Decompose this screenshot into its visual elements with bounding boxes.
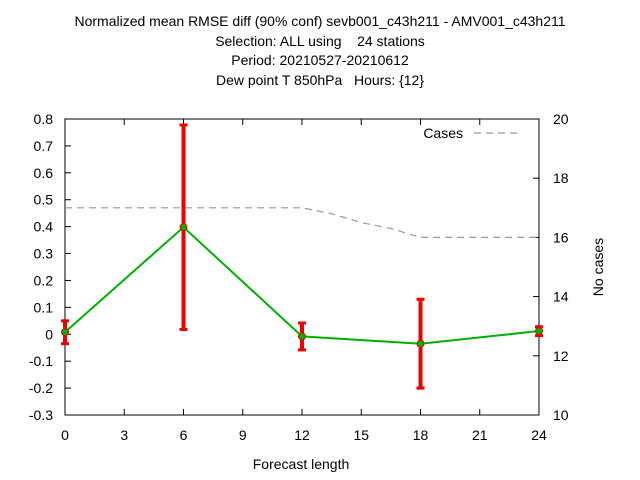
y-tick-label: 0.3 <box>34 246 54 262</box>
y-tick-label: 0 <box>45 326 53 342</box>
mean-diff-point <box>179 223 188 232</box>
y2-axis-label: No cases <box>590 238 606 296</box>
x-axis-label: Forecast length <box>253 456 350 472</box>
x-tick-label: 9 <box>239 427 247 443</box>
y2-tick-label: 10 <box>553 407 569 423</box>
series-layer <box>61 123 543 390</box>
x-tick-label: 0 <box>61 427 69 443</box>
y-tick-label: 0.4 <box>34 219 54 235</box>
y2-tick-label: 14 <box>553 289 569 305</box>
y-axis-left: -0.3 -0.2 -0.1 0 0.1 0.2 0.3 0.4 0.5 0.6 0.7 0.8 <box>29 111 71 423</box>
mean-diff-point <box>298 332 306 341</box>
title-line-2: Selection: ALL using 24 stations <box>215 32 425 49</box>
x-tick-label: 12 <box>294 427 310 443</box>
title-line-4: Dew point T 850hPa Hours: {12} <box>215 71 425 88</box>
title-line-3: Period: 20210527-20210612 <box>231 52 409 68</box>
x-tick-label: 24 <box>531 427 547 443</box>
x-tick-label: 15 <box>353 427 369 443</box>
y-tick-label: -0.2 <box>29 380 53 396</box>
mean-diff-point <box>535 327 543 336</box>
x-axis: 0 3 6 9 12 15 18 21 24 <box>61 119 547 443</box>
chart-title: Normalized mean RMSE diff (90% conf) sev… <box>0 12 640 90</box>
legend: Cases <box>423 125 522 141</box>
y2-tick-label: 12 <box>553 348 569 364</box>
x-tick-label: 21 <box>472 427 488 443</box>
x-tick-label: 3 <box>120 427 128 443</box>
y2-tick-label: 16 <box>553 229 569 245</box>
y2-tick-label: 18 <box>553 170 569 186</box>
legend-label-cases: Cases <box>423 125 463 141</box>
x-tick-label: 18 <box>413 427 429 443</box>
x-tick-label: 6 <box>180 427 188 443</box>
y-tick-label: 0.8 <box>34 111 54 127</box>
y-axis-right: 10 12 14 16 18 20 <box>533 111 569 423</box>
y-tick-label: 0.7 <box>34 138 54 154</box>
cases-line <box>65 207 539 238</box>
mean-diff-point <box>61 328 69 337</box>
y-tick-label: -0.3 <box>29 407 53 423</box>
y-tick-label: -0.1 <box>29 353 53 369</box>
y-tick-label: 0.1 <box>34 299 54 315</box>
mean-diff-point <box>416 339 425 348</box>
y2-tick-label: 20 <box>553 111 569 127</box>
y-tick-label: 0.5 <box>34 192 54 208</box>
plot-frame <box>64 118 540 416</box>
y-tick-label: 0.2 <box>34 272 54 288</box>
title-line-1: Normalized mean RMSE diff (90% conf) sev… <box>74 13 566 29</box>
y-tick-label: 0.6 <box>34 165 54 181</box>
